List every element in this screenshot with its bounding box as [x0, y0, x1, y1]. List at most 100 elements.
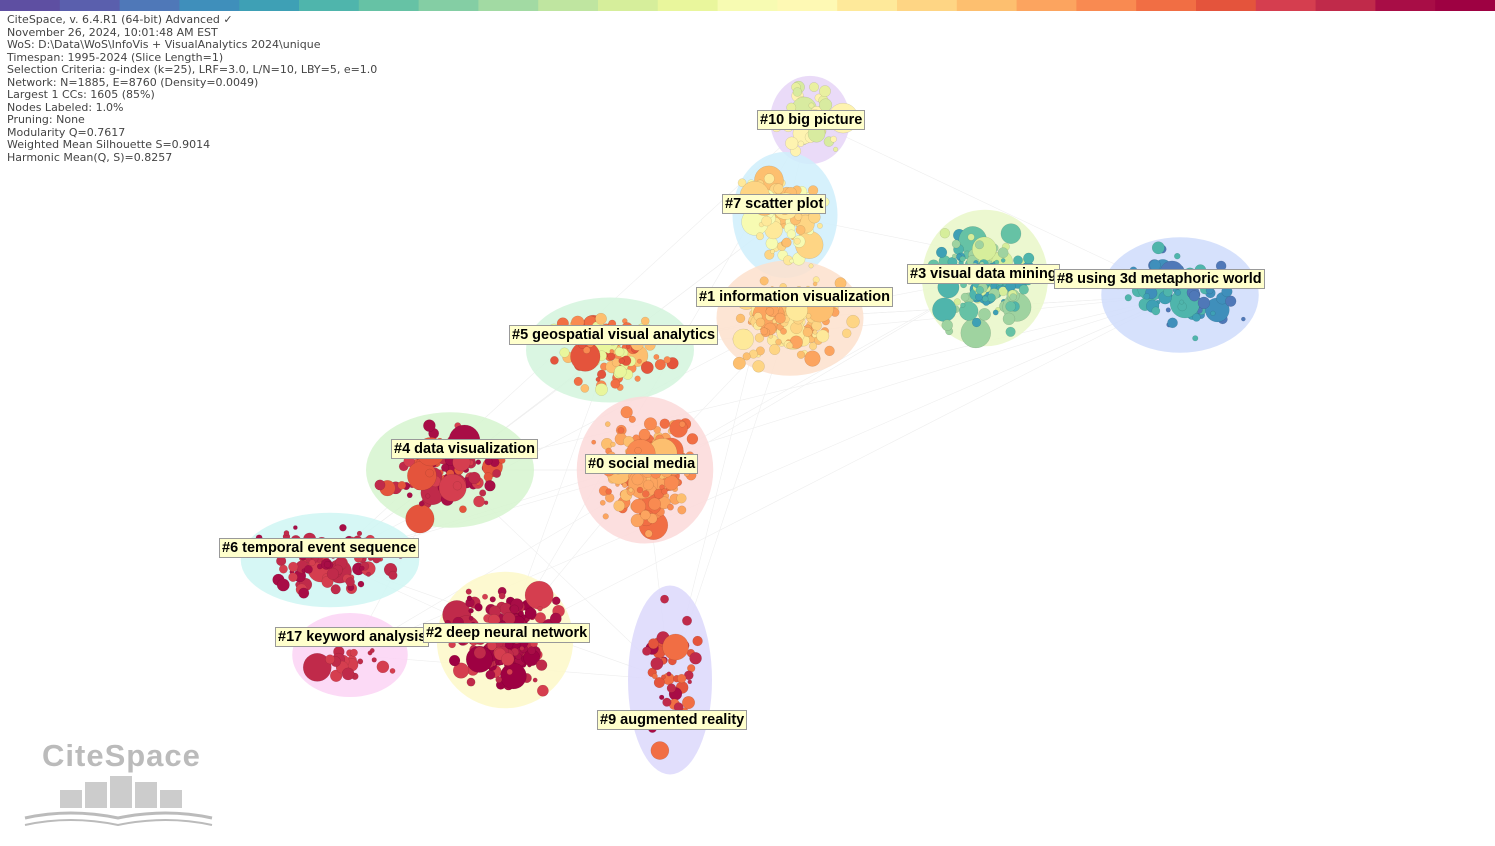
node	[752, 360, 765, 373]
node	[666, 683, 677, 693]
node	[524, 607, 537, 620]
node	[357, 580, 365, 588]
node	[283, 530, 290, 536]
node	[660, 594, 669, 604]
node	[628, 415, 636, 423]
color-swatch	[1076, 0, 1138, 11]
node	[951, 239, 961, 249]
node	[846, 314, 860, 329]
node	[636, 486, 644, 494]
node	[654, 359, 666, 371]
node	[686, 433, 699, 445]
node	[756, 232, 764, 241]
node	[614, 365, 627, 379]
node	[641, 490, 650, 498]
node	[971, 317, 982, 328]
node	[498, 592, 506, 600]
node	[644, 529, 653, 538]
color-swatch	[1136, 0, 1197, 11]
cluster-label: #2 deep neural network	[423, 623, 591, 643]
node	[841, 328, 852, 339]
node	[808, 102, 815, 109]
node	[630, 498, 646, 514]
color-swatch	[418, 0, 480, 11]
node	[634, 375, 641, 382]
node	[605, 488, 613, 495]
node	[448, 654, 461, 667]
node	[780, 327, 787, 335]
node	[660, 674, 666, 680]
node	[468, 607, 474, 614]
node	[785, 136, 799, 150]
node	[326, 567, 339, 580]
node	[302, 653, 332, 682]
node	[1143, 292, 1151, 300]
node	[830, 135, 837, 143]
node	[643, 417, 658, 431]
node	[789, 258, 794, 264]
node	[582, 346, 591, 354]
node	[628, 487, 634, 493]
node	[602, 513, 609, 520]
node	[960, 302, 966, 308]
node	[960, 317, 991, 349]
node	[357, 658, 364, 665]
node	[1151, 306, 1161, 316]
node	[388, 570, 398, 580]
node	[532, 677, 538, 683]
node	[482, 593, 489, 600]
node	[423, 419, 436, 432]
color-swatch	[837, 0, 898, 11]
node	[356, 530, 363, 537]
node	[500, 662, 527, 690]
node	[795, 225, 806, 235]
node	[474, 603, 483, 612]
color-swatch	[299, 0, 360, 11]
color-swatch	[598, 0, 659, 11]
node	[406, 492, 413, 499]
node	[288, 572, 298, 582]
node	[775, 338, 782, 346]
node	[492, 469, 502, 479]
node	[687, 679, 692, 685]
node	[1000, 258, 1006, 263]
node	[681, 696, 696, 710]
node	[732, 356, 746, 370]
node	[981, 295, 989, 303]
node	[682, 615, 693, 626]
node	[1005, 301, 1016, 312]
node	[634, 446, 642, 455]
node	[941, 319, 953, 331]
node	[425, 493, 431, 499]
info-line: Nodes Labeled: 1.0%	[7, 100, 124, 114]
node	[773, 183, 784, 194]
node	[1174, 252, 1181, 260]
node	[369, 648, 375, 654]
node	[620, 406, 633, 419]
color-swatch	[1255, 0, 1317, 11]
node	[755, 317, 766, 328]
logo-text: CiteSpace	[42, 738, 201, 773]
node	[359, 565, 365, 571]
node	[465, 588, 472, 595]
node	[653, 354, 660, 360]
node	[495, 676, 503, 683]
node	[986, 293, 996, 303]
node	[595, 312, 607, 325]
node	[509, 604, 520, 614]
color-swatch	[897, 0, 958, 11]
cluster-label: #1 information visualization	[696, 287, 893, 307]
node	[550, 356, 559, 365]
node	[653, 676, 665, 689]
node	[621, 482, 628, 489]
color-swatch	[119, 0, 181, 11]
node	[595, 376, 601, 382]
node	[1188, 290, 1200, 302]
node	[808, 263, 814, 269]
node	[506, 668, 513, 676]
node	[662, 633, 689, 661]
node	[647, 638, 659, 650]
node	[425, 468, 434, 478]
node	[640, 316, 650, 326]
node	[1174, 289, 1182, 296]
